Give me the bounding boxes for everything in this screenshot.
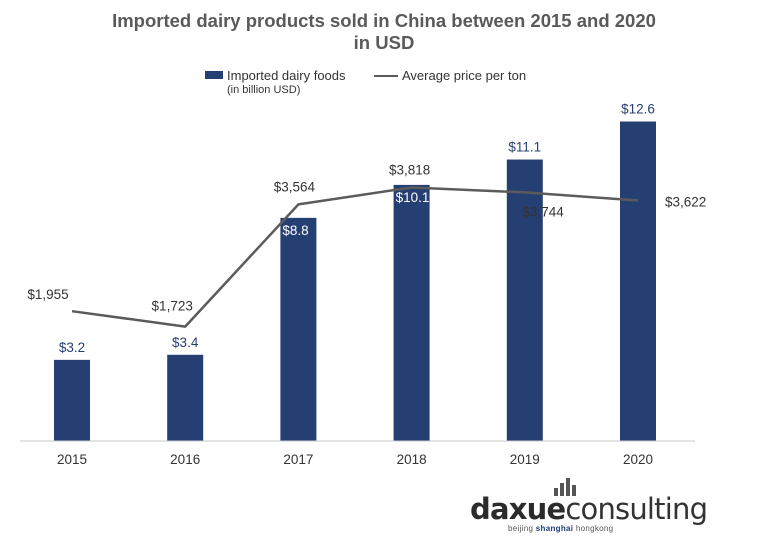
- x-tick-label-2016: 2016: [170, 452, 200, 467]
- daxue-consulting-logo: daxueconsulting beijing shanghai hongkon…: [470, 478, 730, 533]
- legend-item-average-price: Average price per ton: [374, 68, 526, 83]
- line-value-label-2018: $3,818: [389, 162, 430, 177]
- bar-2015: [54, 359, 90, 441]
- bar-value-label-2019: $11.1: [508, 140, 541, 155]
- x-tick-label-2020: 2020: [623, 452, 653, 467]
- line-average-price: [71, 186, 639, 328]
- legend-bar-label: Imported dairy foods: [227, 68, 346, 83]
- legend-line-swatch: [374, 75, 398, 77]
- x-tick-label-2015: 2015: [57, 452, 87, 467]
- x-tick-label-2019: 2019: [510, 452, 540, 467]
- logo-text-daxue: daxue: [470, 492, 566, 526]
- bar-2016: [167, 354, 204, 441]
- line-value-label-2020: $3,622: [665, 194, 706, 209]
- legend-bar-swatch: [205, 71, 223, 79]
- logo-tagline: beijing shanghai hongkong: [508, 524, 614, 533]
- bar-2019: [506, 159, 543, 442]
- chart-title: Imported dairy products sold in China be…: [0, 10, 768, 54]
- chart-title-line-1: Imported dairy products sold in China be…: [112, 10, 656, 31]
- bar-2020: [620, 121, 656, 441]
- legend-line-label: Average price per ton: [402, 68, 527, 83]
- bar-value-label-2018: $10.1: [396, 190, 430, 205]
- chart-legend: Imported dairy foods (in billion USD) Av…: [0, 68, 768, 102]
- x-tick-label-2018: 2018: [397, 452, 427, 467]
- line-value-label-2017: $3,564: [274, 179, 316, 194]
- bar-value-label-2017: $8.8: [282, 223, 308, 238]
- bar-2017: [280, 217, 317, 441]
- logo-text-consulting: consulting: [565, 492, 708, 526]
- line-value-label-2015: $1,955: [27, 287, 68, 302]
- chart-plot-area: $3.2 $3.4 $8.8 $10.1 $11.1 $12.6 $1,955 $1,723 $…: [20, 102, 706, 467]
- bar-value-label-2016: $3.4: [172, 335, 199, 350]
- x-tick-label-2017: 2017: [283, 452, 313, 467]
- bar-value-label-2020: $12.6: [621, 102, 655, 117]
- legend-item-imported-dairy-foods: Imported dairy foods (in billion USD): [205, 68, 346, 98]
- legend-bar-sublabel: (in billion USD): [227, 84, 301, 96]
- bar-value-label-2015: $3.2: [59, 340, 85, 355]
- line-value-label-2016: $1,723: [152, 299, 193, 314]
- logo-bars-icon: [554, 478, 582, 496]
- chart-title-line-2: in USD: [353, 32, 415, 53]
- line-value-label-2019: $3,744: [523, 204, 565, 219]
- bar-2018: [393, 184, 430, 441]
